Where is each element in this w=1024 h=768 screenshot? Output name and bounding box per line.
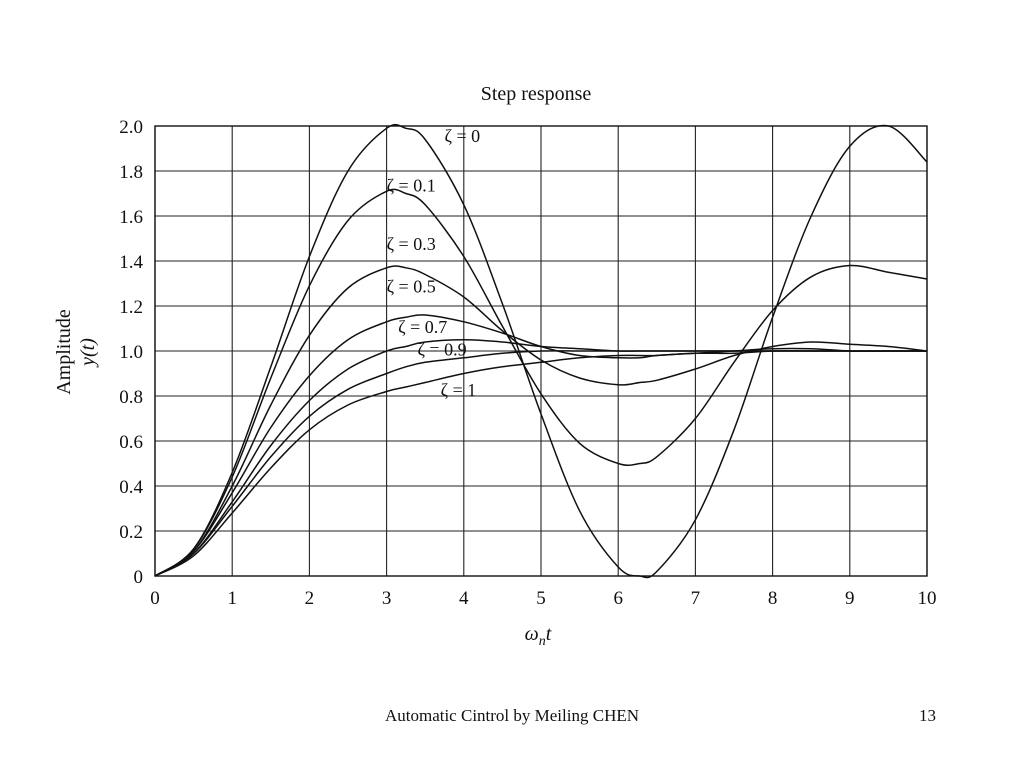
response-curve-1: [154, 188, 928, 577]
y-tick-label: 1.2: [119, 297, 143, 318]
curve-label-5: ζ = 0.9: [417, 340, 466, 360]
footer-caption: Automatic Cintrol by Meiling CHEN: [384, 706, 640, 725]
y-tick-label: 0.6: [119, 432, 143, 453]
y-tick-labels: 0 0.2 0.4 0.6 0.8 1.0 1.2 1.4 1.6 1.8 2.0: [119, 117, 143, 588]
x-tick-label: 8: [768, 588, 778, 609]
x-tick-labels: 0 1 2 3 4 5 6 7 8 9 10: [150, 588, 936, 609]
y-axis-label: Amplitude y(t): [53, 309, 99, 395]
x-tick-label: 2: [305, 588, 315, 609]
page-number: 13: [919, 706, 936, 725]
y-tick-label: 0.2: [119, 522, 143, 543]
curve-label-3: ζ = 0.5: [387, 277, 436, 297]
response-curve-6: [154, 350, 927, 577]
y-tick-label: 1.6: [119, 207, 143, 228]
x-tick-label: 9: [845, 588, 855, 609]
y-tick-label: 0.4: [119, 477, 143, 498]
y-tick-label: 2.0: [119, 117, 143, 138]
x-tick-label: 10: [918, 588, 937, 609]
chart-title: Step response: [481, 83, 592, 105]
x-axis-label: ωnt: [525, 623, 552, 649]
curve-annotations: ζ = 0 ζ = 0.1 ζ = 0.3 ζ = 0.5 ζ = 0.7 ζ = 0.9…: [387, 126, 481, 400]
curve-label-6: ζ = 1: [441, 380, 477, 400]
x-tick-label: 0: [150, 588, 160, 609]
x-tick-label: 3: [382, 588, 392, 609]
response-curves: [154, 123, 928, 579]
y-tick-label: 0: [134, 567, 144, 588]
x-tick-label: 7: [691, 588, 701, 609]
x-tick-label: 6: [613, 588, 623, 609]
step-response-chart: Step response 0 1 2 3 4 5 6 7 8 9 10 0 0.2 0.4 0.6 0.8…: [53, 83, 937, 649]
y-tick-label: 1.4: [119, 252, 143, 273]
curve-label-1: ζ = 0.1: [387, 175, 436, 195]
y-tick-label: 0.8: [119, 387, 143, 408]
y-axis-label-line2: y(t): [77, 338, 99, 368]
plot-frame: [154, 125, 928, 577]
curve-label-0: ζ = 0: [445, 126, 481, 146]
response-curve-2: [154, 265, 928, 577]
y-tick-label: 1.8: [119, 162, 143, 183]
x-tick-label: 4: [459, 588, 469, 609]
curve-label-2: ζ = 0.3: [387, 234, 436, 254]
x-tick-label: 1: [227, 588, 237, 609]
x-tick-label: 5: [536, 588, 546, 609]
y-tick-label: 1.0: [119, 342, 143, 363]
y-axis-label-line1: Amplitude: [53, 309, 75, 395]
curve-label-4: ζ = 0.7: [398, 317, 447, 337]
